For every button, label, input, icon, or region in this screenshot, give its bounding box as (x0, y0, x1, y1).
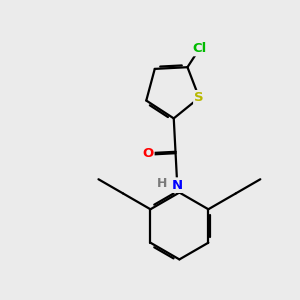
Text: S: S (194, 91, 204, 104)
Text: Cl: Cl (193, 42, 207, 55)
Text: N: N (172, 179, 183, 192)
Text: O: O (142, 147, 153, 160)
Text: H: H (157, 177, 167, 190)
